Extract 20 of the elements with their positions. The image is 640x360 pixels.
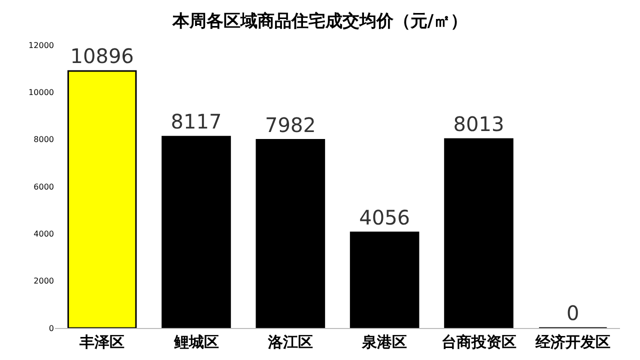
x-tick-label: 经济开发区 — [534, 333, 610, 351]
data-label: 8013 — [453, 112, 504, 136]
y-tick-label: 0 — [48, 324, 54, 333]
chart-title: 本周各区域商品住宅成交均价（元/㎡） — [171, 11, 468, 32]
x-tick-label: 台商投资区 — [441, 333, 516, 351]
y-tick-label: 10000 — [28, 88, 54, 97]
data-label: 4056 — [359, 205, 410, 230]
y-tick-label: 2000 — [34, 276, 54, 286]
y-tick-label: 6000 — [34, 182, 54, 192]
data-label: 7982 — [264, 112, 316, 137]
data-label: 8117 — [170, 110, 222, 134]
x-tick-label: 鲤城区 — [172, 333, 219, 351]
x-tick-label: 丰泽区 — [78, 333, 125, 351]
data-label: 0 — [566, 301, 580, 325]
x-tick-label: 洛江区 — [266, 333, 313, 351]
y-tick-label: 4000 — [34, 229, 54, 238]
y-tick-label: 12000 — [28, 40, 54, 50]
x-tick-label: 泉港区 — [361, 333, 408, 351]
data-label: 10896 — [70, 44, 134, 68]
y-tick-label: 8000 — [34, 135, 54, 144]
